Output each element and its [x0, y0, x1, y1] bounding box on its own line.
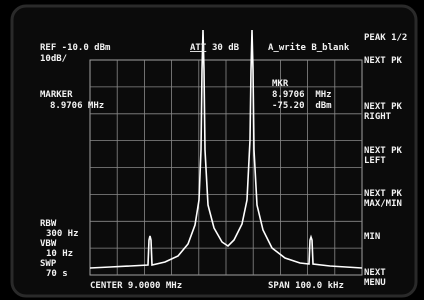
softkey[interactable]: MIN [364, 232, 380, 242]
softkey-title: PEAK 1/2 [364, 33, 407, 43]
scale: 10dB/ [40, 54, 67, 64]
span: SPAN 100.0 kHz [268, 281, 344, 291]
marker-frequency: 8.9706 MHz [50, 101, 104, 111]
marker-readout-level: -75.20 dBm [272, 101, 332, 111]
softkey-label: NEXT PK [364, 56, 403, 66]
marker-label: MARKER [40, 90, 73, 100]
setting-label: SWP [40, 259, 57, 269]
softkey-label: NEXT PK [364, 146, 403, 156]
marker-readout-label: MKR [272, 79, 289, 89]
attenuation-value: 30 dB [212, 43, 240, 53]
reference-level: REF -10.0 dBm [40, 43, 111, 53]
marker-readout-frequency: 8.9706 MHz [272, 90, 332, 100]
softkey-label: NEXT PK [364, 189, 403, 199]
softkey-label: MIN [364, 232, 380, 242]
center-frequency: CENTER 9.0000 MHz [90, 281, 182, 291]
softkey-label: LEFT [364, 156, 386, 166]
setting-value: 300 Hz [46, 229, 79, 239]
softkey-label: MENU [364, 278, 386, 288]
softkey-label: NEXT [364, 268, 386, 278]
analyzer-screen: REF -10.0 dBm 10dB/ ATT 30 dB A_write B_… [0, 0, 424, 300]
setting-label: VBW [40, 239, 57, 249]
softkey-label: RIGHT [364, 112, 392, 122]
setting-label: RBW [40, 219, 57, 229]
setting-value: 70 s [46, 269, 68, 279]
softkey-label: MAX/MIN [364, 199, 402, 209]
setting-value: 10 Hz [46, 249, 73, 259]
trace-mode: A_write B_blank [268, 42, 350, 53]
softkey[interactable]: NEXT PK [364, 56, 403, 66]
softkey-label: NEXT PK [364, 102, 403, 112]
attenuation-label: ATT [190, 43, 207, 53]
